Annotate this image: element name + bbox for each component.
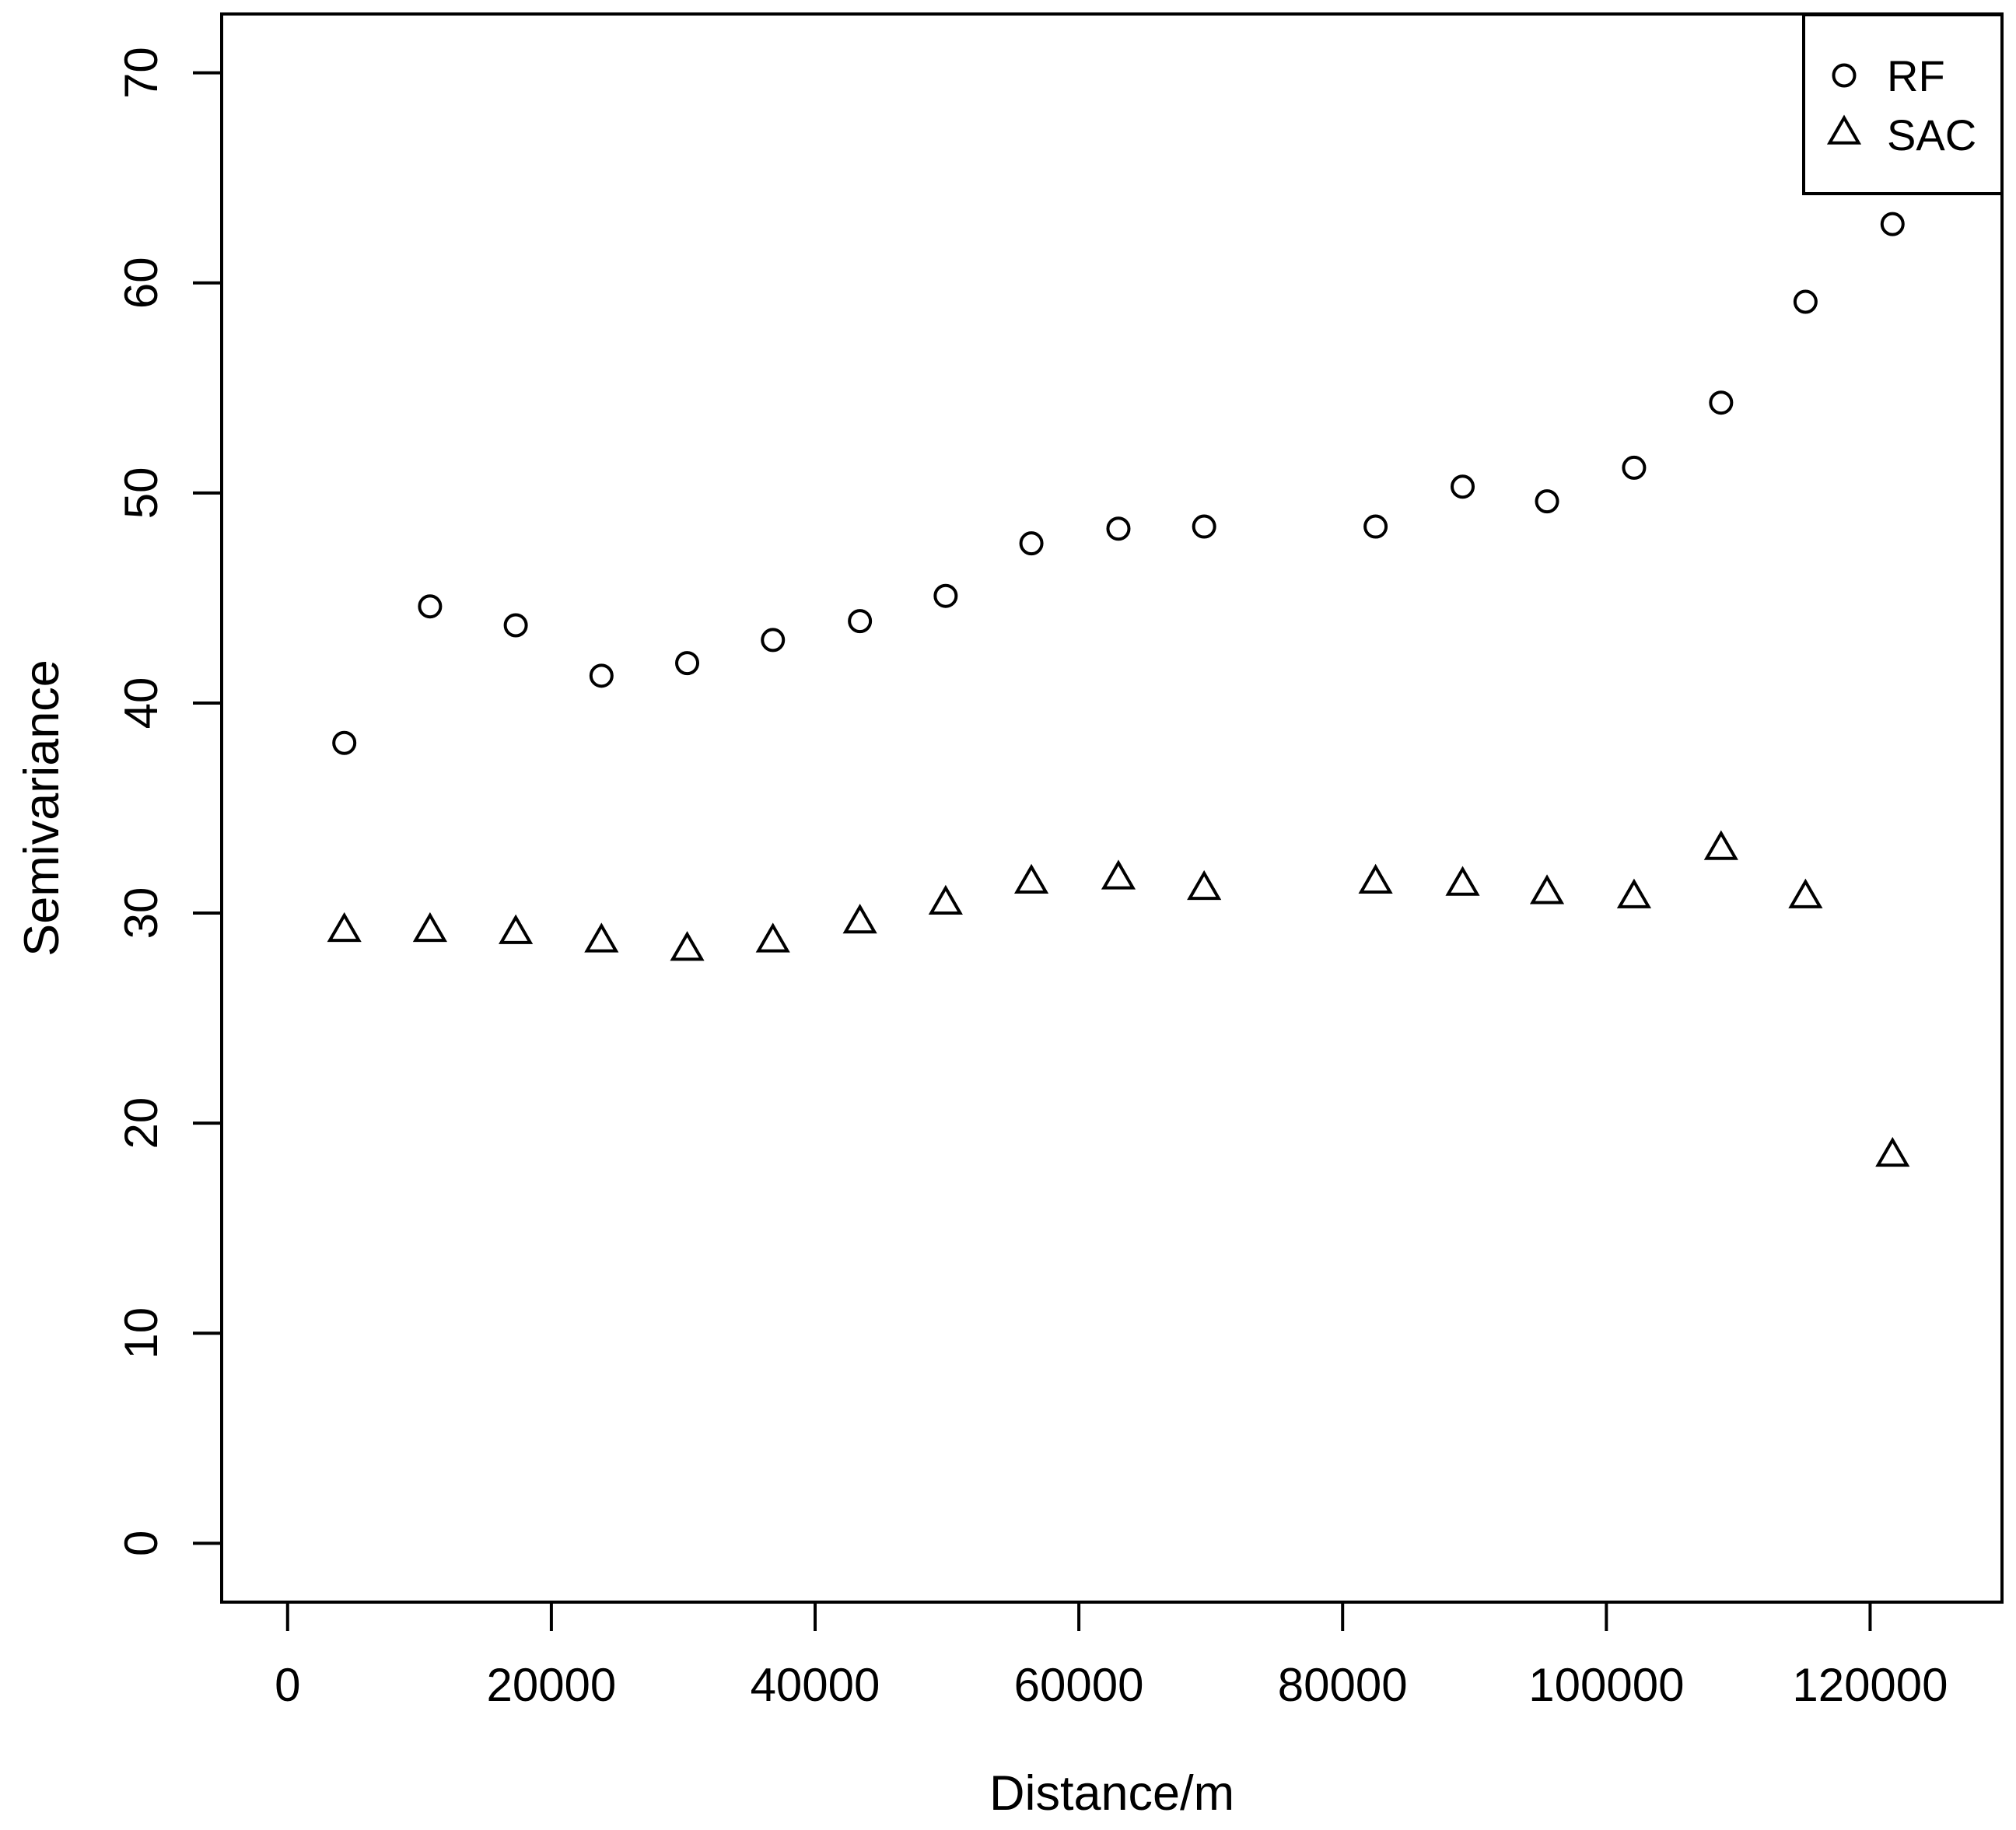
- y-tick-label: 40: [115, 677, 167, 730]
- legend-triangle-up-icon: [1826, 114, 1862, 145]
- sac-data-point: [1875, 1136, 1910, 1167]
- sac-data-point: [670, 931, 705, 961]
- series-sac: [327, 830, 1910, 1167]
- rf-data-point: [332, 730, 357, 755]
- sac-data-point: [928, 884, 963, 915]
- rf-data-point: [1880, 212, 1905, 236]
- rf-data-point: [675, 651, 700, 676]
- rf-data-point: [1709, 390, 1734, 415]
- rf-data-point: [503, 613, 528, 638]
- rf-data-point: [1793, 289, 1818, 314]
- y-axis: 0 10 20 30 40 50 60 70: [115, 47, 222, 1556]
- sac-data-point: [1529, 874, 1565, 905]
- x-tick-label: 60000: [1014, 1659, 1144, 1711]
- rf-data-point: [418, 594, 443, 619]
- y-axis-title: Semivariance: [15, 660, 69, 957]
- x-tick-label: 0: [275, 1659, 300, 1711]
- y-tick-label: 30: [115, 887, 167, 939]
- legend-label-rf: RF: [1887, 51, 1945, 100]
- y-tick-label: 60: [115, 257, 167, 309]
- rf-data-point: [933, 583, 958, 608]
- y-tick-label: 10: [115, 1307, 167, 1359]
- sac-data-point: [1788, 878, 1823, 908]
- legend: RF SAC: [1802, 13, 2004, 195]
- rf-data-point: [1363, 514, 1388, 539]
- legend-label-sac: SAC: [1887, 110, 1976, 159]
- y-tick-label: 70: [115, 47, 167, 99]
- rf-data-point: [1451, 474, 1475, 499]
- sac-data-point: [1187, 870, 1222, 901]
- x-axis-title: Distance/m: [989, 1766, 1234, 1821]
- rf-data-point: [1192, 514, 1216, 539]
- y-tick-label: 0: [115, 1531, 167, 1556]
- y-tick-label: 20: [115, 1097, 167, 1149]
- x-tick-label: 40000: [751, 1659, 880, 1711]
- rf-data-point: [1019, 531, 1044, 556]
- plot-frame: [220, 12, 2004, 1604]
- x-axis: 0 20000 40000 60000 80000 100000 120000: [275, 1602, 1948, 1711]
- sac-data-point: [1358, 863, 1393, 894]
- rf-data-point: [589, 663, 614, 688]
- sac-data-point: [499, 914, 534, 944]
- sac-data-point: [584, 922, 619, 953]
- sac-data-point: [1013, 863, 1049, 894]
- sac-data-point: [1101, 859, 1136, 890]
- sac-data-point: [755, 922, 790, 953]
- legend-box: [1802, 13, 2004, 195]
- x-tick-label: 80000: [1278, 1659, 1408, 1711]
- rf-data-point: [761, 628, 786, 653]
- x-tick-label: 120000: [1792, 1659, 1948, 1711]
- legend-circle-icon: [1832, 63, 1857, 88]
- sac-data-point: [1703, 830, 1738, 860]
- rf-data-point: [1622, 455, 1647, 480]
- x-tick-label: 100000: [1528, 1659, 1684, 1711]
- sac-data-point: [1616, 878, 1652, 908]
- rf-data-point: [848, 609, 873, 634]
- series-rf: [332, 212, 1905, 755]
- rf-data-point: [1106, 516, 1131, 541]
- x-tick-label: 20000: [486, 1659, 616, 1711]
- rf-data-point: [1535, 489, 1559, 514]
- sac-data-point: [842, 904, 877, 934]
- sac-data-point: [412, 912, 447, 943]
- sac-data-point: [1445, 866, 1480, 896]
- sac-data-point: [327, 912, 362, 943]
- y-tick-label: 50: [115, 467, 167, 519]
